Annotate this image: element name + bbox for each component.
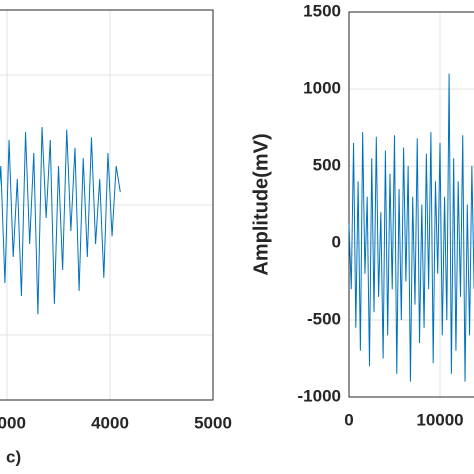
axes-frame (0, 9, 214, 401)
chart-right: -1000-50005001000150001000020000Amplitud… (250, 1, 474, 429)
axes-frame (348, 11, 474, 398)
data-line (348, 73, 474, 382)
y-axis-label: Amplitude(mV) (250, 133, 272, 275)
chart-left: -50005002000300040005000c) (0, 9, 232, 466)
y-tick-label: 0 (332, 232, 341, 251)
data-line (0, 126, 121, 315)
y-tick-label: -1000 (298, 386, 341, 405)
y-tick-label: 500 (313, 155, 341, 174)
y-tick-label: -500 (307, 309, 341, 328)
y-tick-label: 1500 (303, 1, 341, 20)
x-tick-label: 4000 (91, 413, 129, 432)
x-axis-label: c) (6, 447, 21, 466)
x-tick-label: 10000 (416, 410, 463, 429)
x-tick-label: 0 (344, 410, 353, 429)
x-tick-label: 3000 (0, 413, 26, 432)
y-tick-label: 1000 (303, 78, 341, 97)
x-tick-label: 5000 (194, 413, 232, 432)
